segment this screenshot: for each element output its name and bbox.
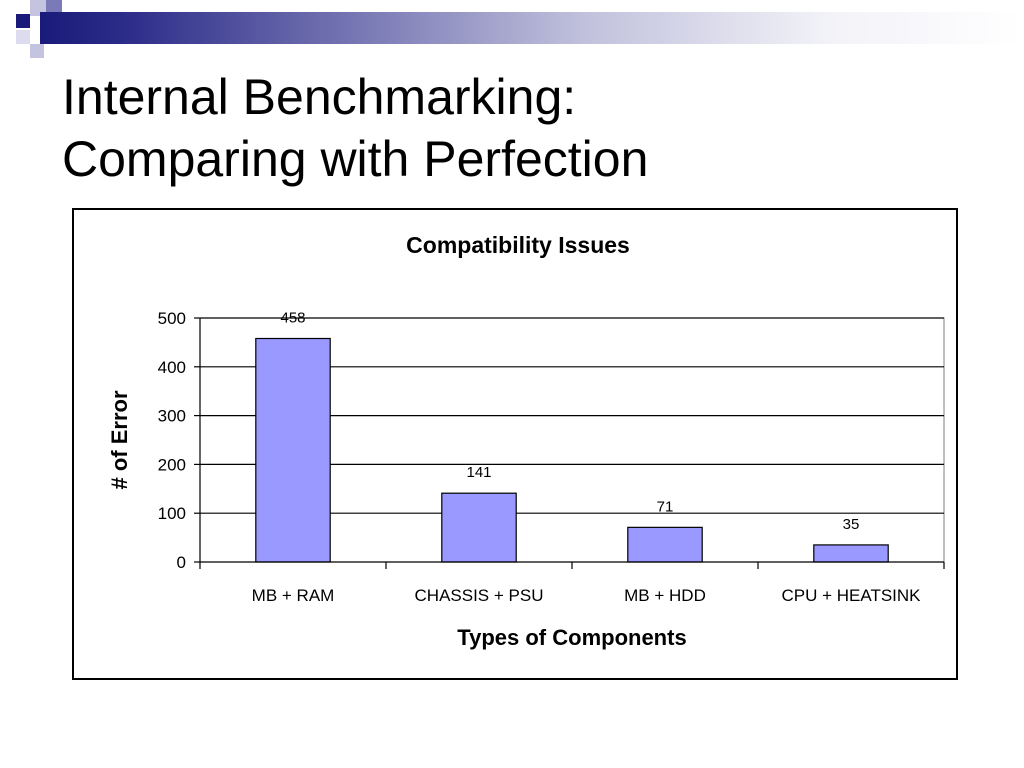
- y-tick-label-500: 500: [158, 309, 186, 328]
- deco-square-light-4: [16, 30, 30, 44]
- data-label-3: 35: [843, 516, 860, 533]
- x-axis-title: Types of Components: [457, 625, 686, 650]
- slide-title: Internal Benchmarking: Comparing with Pe…: [62, 66, 962, 190]
- bar-3: [813, 544, 889, 563]
- x-tick-label-1: CHASSIS + PSU: [415, 586, 544, 605]
- deco-square-mid-1: [46, 0, 62, 14]
- slide-title-line-1: Internal Benchmarking:: [62, 69, 577, 125]
- y-tick-label-300: 300: [158, 407, 186, 426]
- data-label-2: 71: [657, 498, 674, 515]
- chart-title: Compatibility Issues: [406, 232, 630, 258]
- header-gradient-band: [40, 12, 1024, 44]
- data-label-1: 141: [466, 464, 491, 481]
- bar-1: [441, 492, 517, 563]
- bar-0: [255, 337, 331, 563]
- bar-2: [627, 526, 703, 563]
- x-tick-label-3: CPU + HEATSINK: [781, 586, 921, 605]
- deco-square-light-3: [30, 44, 44, 58]
- y-tick-label-0: 0: [177, 553, 186, 572]
- x-tick-label-2: MB + HDD: [624, 586, 706, 605]
- slide-title-line-2: Comparing with Perfection: [62, 131, 649, 187]
- y-tick-label-200: 200: [158, 455, 186, 474]
- data-label-0: 458: [280, 309, 305, 326]
- deco-square-dark-1: [16, 14, 30, 28]
- y-axis-title: # of Error: [107, 390, 132, 489]
- x-tick-label-0: MB + RAM: [252, 586, 335, 605]
- chart-frame: 0 100 200 300 400 500 458 MB + RAM 141 CHASSIS + …: [72, 208, 958, 680]
- y-tick-label-100: 100: [158, 504, 186, 523]
- y-tick-label-400: 400: [158, 358, 186, 377]
- bar-chart: 0 100 200 300 400 500 458 MB + RAM 141 CHASSIS + …: [107, 232, 945, 650]
